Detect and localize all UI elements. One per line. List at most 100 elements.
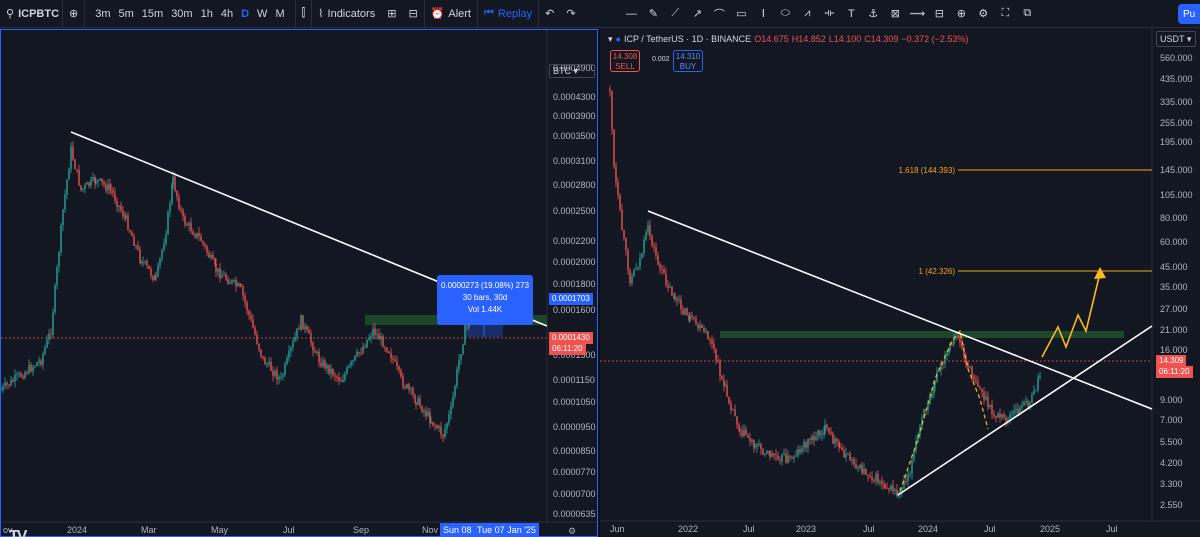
settings-icon[interactable]: ⚙	[978, 8, 989, 20]
pen-icon[interactable]: ✎	[648, 8, 658, 20]
resistance-zone[interactable]	[720, 331, 1124, 338]
layout-button[interactable]: ⊞	[381, 0, 402, 28]
anchor-icon[interactable]: ⚓	[868, 8, 879, 20]
right-chart-pane[interactable]: 1.618 (144.393) 1 (42.326) 560.000 435.00…	[600, 29, 1200, 537]
text-cursor-icon[interactable]: Ⅰ	[761, 8, 765, 20]
brush-icon[interactable]: ⌒	[713, 8, 725, 21]
sell-button[interactable]: 14.308 SELL	[610, 50, 640, 72]
timeframe-4h[interactable]: 4h	[220, 7, 234, 20]
symbol-search-button[interactable]: ⚲ ICPBTC	[0, 0, 62, 28]
snapshot-icon[interactable]: ⧉	[1023, 7, 1032, 19]
zoom-icon[interactable]: ⊕	[956, 8, 966, 20]
price-axis-label: 335.000	[1160, 97, 1193, 107]
time-axis-label: May	[211, 525, 229, 535]
measure-volume: Vol 1.44K	[467, 305, 503, 314]
time-axis-label: Jul	[863, 524, 875, 534]
pane-divider[interactable]	[598, 29, 600, 537]
ray-icon[interactable]: ⟋	[671, 7, 680, 19]
chart-legend: ▾ ● ICP / TetherUS · 1D · BINANCE O14.67…	[608, 30, 968, 48]
measure-icon[interactable]: ⟛	[824, 7, 835, 19]
replay-button[interactable]: ⏮ Replay	[476, 0, 538, 28]
countdown-tag: 06:11:20	[549, 343, 586, 355]
price-axis-label: 0.0003500	[553, 131, 596, 141]
redo-button[interactable]: ↷	[560, 0, 620, 28]
time-axis-label: 2024	[918, 524, 938, 534]
measure-price-change: 0.0000273 (19.08%) 273	[440, 281, 530, 290]
measure-bars: 30 bars, 30d	[462, 293, 508, 302]
time-axis-label: 2025	[1040, 524, 1060, 534]
text-icon[interactable]: T	[847, 7, 855, 20]
price-axis-label: 0.0002200	[553, 236, 596, 246]
buy-button[interactable]: 14.310 BUY	[673, 50, 703, 72]
long-position-icon[interactable]: ⊟	[934, 8, 944, 20]
price-axis-label: 9.000	[1160, 395, 1183, 405]
undo-button[interactable]: ↶	[538, 0, 560, 28]
plus-circle-icon: ⊕	[69, 8, 79, 20]
ellipse-icon[interactable]: ⬭	[780, 7, 791, 19]
chart-title[interactable]: ICP / TetherUS · 1D · BINANCE	[623, 34, 752, 44]
timeframe-1h[interactable]: 1h	[200, 7, 213, 20]
grid-icon: ⊞	[387, 8, 397, 20]
time-axis-label: Jul	[743, 524, 755, 534]
templates-button[interactable]: ⊟	[402, 0, 423, 28]
pattern-icon[interactable]: ⩘	[804, 7, 811, 19]
timeframe-m[interactable]: M	[275, 7, 285, 20]
time-axis-label: 2024	[67, 525, 87, 535]
right-price-axis[interactable]: 560.000 435.000 335.000 255.000 195.000 145.0…	[1160, 53, 1193, 510]
price-axis-label: 5.500	[1160, 437, 1183, 447]
currency-selector[interactable]: BTC ▾	[549, 64, 595, 78]
timeframe-3m[interactable]: 3m	[95, 7, 111, 20]
alert-button[interactable]: ⏰ Alert	[423, 0, 477, 28]
right-time-axis[interactable]: Jun 2022 Jul 2023 Jul 2024 Jul 2025 Jul	[610, 524, 1118, 534]
undo-icon: ↶	[545, 8, 555, 20]
left-price-axis[interactable]: 0.0004900 0.0004300 0.0003900 0.0003500 0.00…	[553, 63, 596, 519]
price-axis-label: 0.0004300	[553, 92, 596, 102]
price-axis-label: 0.0002800	[553, 180, 596, 190]
timeframe-30m[interactable]: 30m	[171, 7, 193, 20]
price-axis-label: 3.300	[1160, 479, 1183, 489]
price-axis-label: 16.000	[1160, 345, 1188, 355]
wave-dashed-path[interactable]	[899, 329, 989, 492]
right-chart-canvas[interactable]: 1.618 (144.393) 1 (42.326) 560.000 435.00…	[600, 29, 1200, 537]
timeframe-d[interactable]: D	[241, 7, 250, 20]
price-axis-label: 145.000	[1160, 165, 1193, 175]
search-icon: ⚲	[6, 8, 15, 20]
templates-icon: ⊟	[408, 8, 418, 20]
projection-icon[interactable]: ⊠	[890, 8, 900, 20]
buy-label: BUY	[679, 62, 697, 71]
ohlc-high: H14.852	[791, 34, 826, 44]
line-tool-icon[interactable]: —	[625, 7, 637, 20]
left-time-axis[interactable]: ov 2024 Mar May Jul Sep Nov	[3, 525, 439, 535]
price-axis-label: 0.0001600	[553, 305, 596, 315]
timeframe-5m[interactable]: 5m	[118, 7, 134, 20]
fib-1-label: 1 (42.326)	[919, 267, 956, 276]
projection-path[interactable]	[1041, 272, 1101, 358]
sell-price: 14.308	[612, 52, 638, 61]
arrow-icon[interactable]: ↗	[692, 8, 702, 20]
timeframe-w[interactable]: W	[257, 7, 268, 20]
indicators-button[interactable]: ⌇ Indicators	[311, 0, 381, 28]
publish-button[interactable]: Pu	[1178, 4, 1200, 24]
ohlc-change: −0.372 (−2.53%)	[901, 34, 969, 44]
alert-label: Alert	[448, 7, 471, 20]
forecast-icon[interactable]: ⟿	[909, 8, 926, 20]
symbol-label: ICPBTC	[18, 7, 60, 20]
left-chart-pane[interactable]: 0.0004900 0.0004300 0.0003900 0.0003500 0.00…	[0, 29, 598, 537]
timeframe-15m[interactable]: 15m	[141, 7, 164, 20]
collapse-icon[interactable]: ▾	[608, 33, 613, 44]
replay-icon: ⏮	[483, 7, 494, 19]
publish-label: Pu	[1183, 8, 1196, 20]
tradingview-logo[interactable]: TV	[9, 528, 28, 537]
price-axis-label: 0.0000635	[553, 509, 596, 519]
ascending-trendline[interactable]	[897, 325, 1153, 496]
price-axis-label: 0.0001150	[553, 375, 595, 385]
chart-type-button[interactable]: ⫿	[294, 0, 312, 28]
compare-button[interactable]: ⊕	[62, 0, 84, 28]
rectangle-icon[interactable]: ▭	[736, 8, 747, 20]
currency-selector[interactable]: USDT ▾	[1156, 31, 1196, 47]
right-candles	[609, 85, 1041, 499]
descending-trendline[interactable]	[647, 210, 1153, 410]
last-price-tag: 14.309	[1156, 355, 1187, 367]
axis-settings-icon[interactable]: ⚙	[568, 526, 576, 536]
fullscreen-icon[interactable]: ⛶	[1001, 7, 1010, 19]
